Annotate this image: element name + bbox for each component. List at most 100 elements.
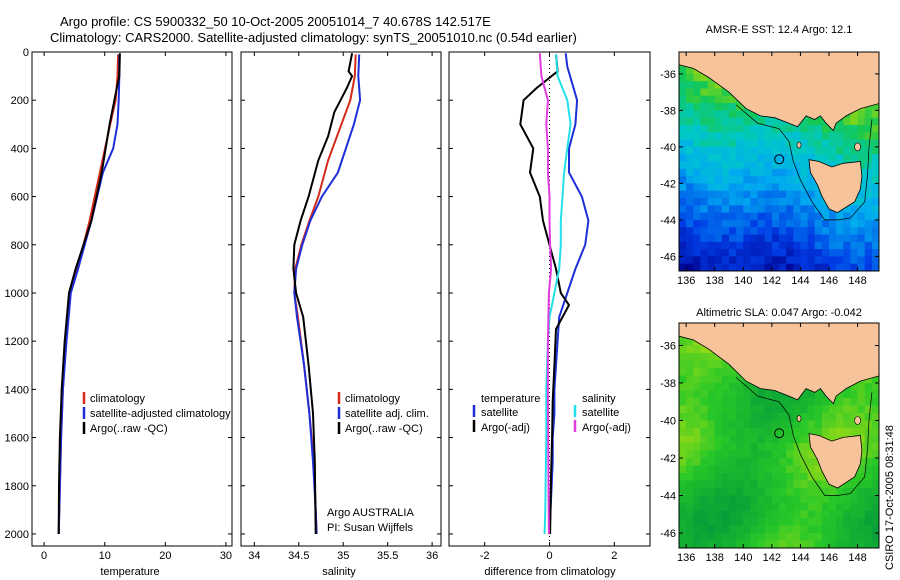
map-cell bbox=[857, 154, 866, 163]
map-cell bbox=[779, 176, 787, 184]
map-cell bbox=[871, 398, 879, 407]
salinity-profiles bbox=[292, 53, 362, 535]
map-cell bbox=[686, 495, 694, 504]
map-cell bbox=[793, 256, 801, 265]
map-cell bbox=[686, 161, 694, 170]
map-cell bbox=[829, 503, 837, 512]
map-cell bbox=[700, 398, 709, 407]
map-cell bbox=[871, 473, 879, 482]
map-cell bbox=[864, 465, 873, 474]
map-cell bbox=[800, 510, 809, 519]
map-cell bbox=[757, 465, 766, 474]
depth-tick-label: 0 bbox=[23, 47, 29, 59]
map-cell bbox=[729, 495, 737, 504]
map-cell bbox=[786, 249, 794, 257]
map-cell bbox=[679, 398, 687, 407]
map-cell bbox=[800, 161, 809, 170]
map-cell bbox=[693, 110, 701, 119]
map-cell bbox=[764, 212, 773, 221]
map-cell bbox=[786, 125, 794, 133]
map-cell bbox=[786, 450, 794, 459]
map-cell bbox=[779, 117, 787, 126]
map-cell bbox=[714, 383, 723, 392]
map-cell bbox=[864, 405, 873, 414]
map-cell bbox=[707, 117, 716, 126]
map-cell bbox=[814, 533, 823, 542]
map-cell bbox=[679, 383, 687, 392]
map-cell bbox=[850, 227, 859, 236]
map-cell bbox=[779, 435, 787, 444]
map-cell bbox=[829, 139, 837, 148]
map-cell bbox=[736, 241, 744, 250]
map-cell bbox=[843, 518, 851, 527]
map-cell bbox=[700, 533, 709, 542]
map-cell bbox=[714, 368, 723, 377]
map-cell bbox=[779, 458, 787, 467]
map-cell bbox=[729, 125, 737, 133]
map-cell bbox=[793, 168, 801, 177]
map-cell bbox=[757, 398, 766, 407]
map-cell bbox=[679, 256, 687, 265]
map-cell bbox=[786, 398, 794, 407]
depth-tick-label: 2000 bbox=[5, 529, 29, 541]
map-cell bbox=[750, 234, 759, 243]
map-cell bbox=[736, 154, 744, 163]
map-cell bbox=[864, 241, 873, 250]
map-cell bbox=[836, 249, 844, 257]
map-cell bbox=[829, 219, 837, 228]
map-cell bbox=[850, 390, 859, 399]
map-cell bbox=[786, 205, 794, 214]
map-cell bbox=[821, 428, 830, 437]
map-cell bbox=[700, 473, 709, 482]
map-cell bbox=[871, 219, 879, 228]
profile-title: Argo profile: CS 5900332_50 10-Oct-2005 … bbox=[60, 14, 491, 29]
map-cell bbox=[764, 161, 773, 170]
map-cell bbox=[736, 420, 744, 429]
mainland-shape bbox=[679, 323, 879, 405]
map-cell bbox=[857, 161, 866, 170]
map-cell bbox=[764, 390, 773, 399]
map-cell bbox=[793, 132, 801, 141]
map-cell bbox=[686, 540, 694, 548]
map-cell bbox=[814, 413, 823, 422]
map-cell bbox=[700, 81, 709, 90]
legend-satellite-adjusted: satellite-adjusted climatology bbox=[90, 408, 231, 420]
map-cell bbox=[736, 443, 744, 452]
map-cell bbox=[793, 398, 801, 407]
map-cell bbox=[743, 390, 751, 399]
map-cell bbox=[743, 518, 751, 527]
map-cell bbox=[764, 473, 773, 482]
map-cell bbox=[814, 503, 823, 512]
map-cell bbox=[771, 161, 780, 170]
map-cell bbox=[700, 510, 709, 519]
map-cell bbox=[829, 413, 837, 422]
map-cell bbox=[786, 405, 794, 414]
depth-tick-label: 1800 bbox=[5, 481, 29, 493]
map-cell bbox=[729, 219, 737, 228]
map-cell bbox=[771, 533, 780, 542]
map-cell bbox=[693, 168, 701, 177]
map-cell bbox=[707, 420, 716, 429]
map-cell bbox=[864, 488, 873, 497]
map-cell bbox=[693, 458, 701, 467]
map-cell bbox=[821, 205, 830, 214]
map-cell bbox=[714, 212, 723, 221]
map-cell bbox=[786, 495, 794, 504]
map-cell bbox=[857, 190, 866, 199]
lon-tick-label: 142 bbox=[763, 552, 781, 564]
map-cell bbox=[700, 405, 709, 414]
map-cell bbox=[764, 540, 773, 548]
map-cell bbox=[736, 480, 744, 489]
map-cell bbox=[707, 198, 716, 206]
map-cell bbox=[714, 428, 723, 437]
map-cell bbox=[771, 117, 780, 126]
map-cell bbox=[757, 227, 766, 236]
map-cell bbox=[736, 198, 744, 206]
map-cell bbox=[807, 176, 816, 184]
map-cell bbox=[814, 190, 823, 199]
map-cell bbox=[679, 139, 687, 148]
map-cell bbox=[850, 398, 859, 407]
map-cell bbox=[843, 420, 851, 429]
map-cell bbox=[700, 256, 709, 265]
map-cell bbox=[743, 443, 751, 452]
